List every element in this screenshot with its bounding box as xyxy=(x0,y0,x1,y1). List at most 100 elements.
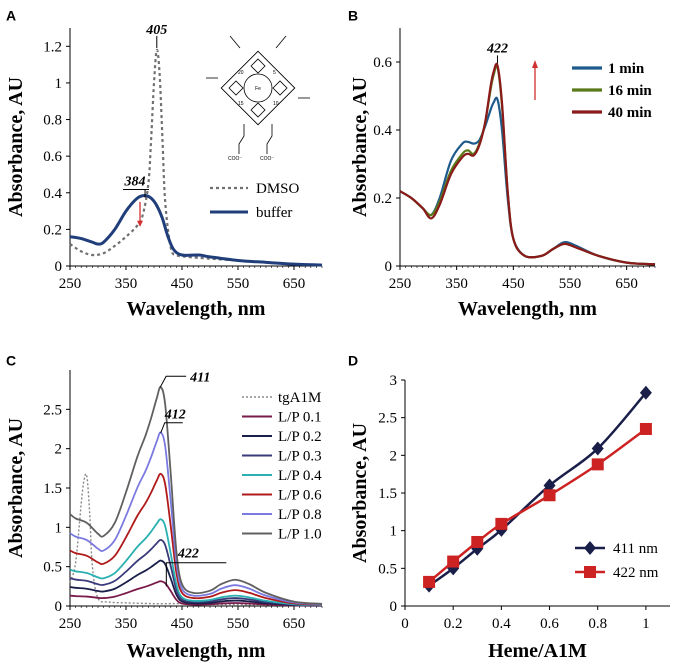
x-tick-label: 450 xyxy=(171,616,194,632)
data-point xyxy=(591,458,604,471)
data-point xyxy=(591,441,604,456)
y-tick-label: 0.8 xyxy=(43,113,62,129)
x-tick-label: 550 xyxy=(227,276,250,292)
y-tick-label: 1 xyxy=(55,76,63,92)
annotation-leader xyxy=(160,422,183,434)
x-axis-title: Wavelength, nm xyxy=(127,298,266,320)
data-point xyxy=(543,478,556,493)
y-tick-label: 0.6 xyxy=(43,149,62,165)
panel-c: 0 0.5 1 1.5 2 2.5 250 350 450 550 650 Absorbance, A… xyxy=(5,352,323,662)
series-line-L/P 0.1 xyxy=(69,580,323,607)
y-tick-label: 1.5 xyxy=(378,486,397,502)
legend-label: L/P 1.0 xyxy=(278,527,322,543)
x-tick-label: 350 xyxy=(115,276,138,292)
legend-label: tgA1M xyxy=(278,390,321,406)
porphyrin-ring xyxy=(220,50,296,126)
x-tick-label: 650 xyxy=(283,616,306,632)
x-tick-label: 650 xyxy=(283,276,306,292)
y-tick-label: 0 xyxy=(385,259,393,275)
heme-structure-inset: Fe 20 5 10 15 COO⁻ COO⁻ xyxy=(206,35,310,162)
legend-label: 16 min xyxy=(608,83,652,99)
y-tick-label: 0 xyxy=(55,599,63,615)
data-point xyxy=(471,535,484,548)
panel-letter: A xyxy=(6,7,16,23)
substituent-bond xyxy=(275,35,287,49)
y-tick-label: 0.5 xyxy=(43,560,62,576)
legend-label: L/P 0.3 xyxy=(278,449,322,465)
position-label: 20 xyxy=(238,70,244,76)
legend-label: 1 min xyxy=(608,61,645,77)
y-tick-label: 1 xyxy=(390,524,398,540)
peak-annotation: 411 xyxy=(189,370,210,385)
series-line-buffer xyxy=(69,194,323,267)
x-tick-label: 550 xyxy=(559,276,582,292)
series-line-L/P 0.3 xyxy=(69,539,323,607)
y-tick-label: 0.5 xyxy=(378,561,397,577)
peak-annotation: 422 xyxy=(177,547,199,562)
legend-label: L/P 0.4 xyxy=(278,468,322,484)
legend-label: buffer xyxy=(256,205,292,221)
y-tick-label: 0.6 xyxy=(373,55,392,71)
panel-letter: B xyxy=(348,7,358,23)
y-tick-label: 2.5 xyxy=(43,402,62,418)
series-line-DMSO xyxy=(69,48,323,267)
peak-annotation: 384 xyxy=(124,175,146,190)
carboxylate-label: COO⁻ xyxy=(228,156,242,162)
y-tick-label: 0 xyxy=(390,599,398,615)
y-tick-label: 3 xyxy=(390,373,398,389)
substituent-bond xyxy=(229,35,241,49)
change-arrow-head xyxy=(137,220,143,227)
y-tick-label: 0.2 xyxy=(373,191,392,207)
x-tick-label: 0.2 xyxy=(444,616,463,632)
legend-label: L/P 0.8 xyxy=(278,507,322,523)
legend-marker xyxy=(584,541,596,555)
panel-d: 0 0.5 1 1.5 2 2.5 3 0 0.2 0.4 0.6 0.8 1 Absorbance, A… xyxy=(348,352,670,662)
series-line-L/P 0.8 xyxy=(69,431,323,606)
peak-annotation: 422 xyxy=(486,41,508,56)
y-axis-title: Absorbance, AU xyxy=(349,77,371,217)
x-tick-label: 0.6 xyxy=(540,616,559,632)
series-line-tgA1M xyxy=(69,473,323,607)
pyrrole-ring xyxy=(272,80,288,96)
carboxylate-label: COO⁻ xyxy=(260,156,274,162)
data-point xyxy=(423,575,436,588)
pyrrole-ring xyxy=(250,102,266,118)
y-tick-label: 0.4 xyxy=(373,123,392,139)
x-axis-title: Heme/A1M xyxy=(488,640,587,662)
y-tick-label: 2 xyxy=(390,448,398,464)
annotation-leader xyxy=(165,562,227,587)
annotation-leader xyxy=(159,375,187,388)
x-axis-title: Wavelength, nm xyxy=(127,640,266,662)
panel-b: 0 0.2 0.4 0.6 250 350 450 550 650 Absorbance, AU W… xyxy=(348,7,656,320)
y-axis-title: Absorbance, AU xyxy=(349,423,371,563)
panel-letter: C xyxy=(6,352,16,368)
y-tick-label: 0.4 xyxy=(43,186,62,202)
x-tick-label: 0.4 xyxy=(492,616,511,632)
x-tick-label: 350 xyxy=(445,276,468,292)
inner-ring xyxy=(243,73,273,103)
peak-annotation: 412 xyxy=(164,408,186,423)
data-point xyxy=(543,489,556,502)
legend-label: DMSO xyxy=(256,181,300,197)
y-tick-label: 2.5 xyxy=(378,411,397,427)
pyrrole-ring xyxy=(250,58,266,74)
legend-marker xyxy=(584,566,596,578)
propionate-chain xyxy=(238,124,245,154)
series-line-40 min xyxy=(399,62,656,266)
x-tick-label: 0.8 xyxy=(588,616,607,632)
change-arrow-head xyxy=(532,60,538,68)
position-label: 10 xyxy=(273,101,279,107)
legend-label: L/P 0.6 xyxy=(278,488,322,504)
x-tick-label: 650 xyxy=(615,276,638,292)
panel-a: 0 0.2 0.4 0.6 0.8 1 1.2 250 350 450 550 650 Absorban… xyxy=(5,7,323,320)
y-tick-label: 1 xyxy=(55,520,63,536)
x-tick-label: 450 xyxy=(502,276,525,292)
y-tick-label: 2 xyxy=(55,442,63,458)
series-line-L/P 1.0 xyxy=(69,386,323,605)
data-point xyxy=(639,422,652,435)
legend-label: L/P 0.1 xyxy=(278,410,322,426)
legend-label: L/P 0.2 xyxy=(278,429,322,445)
legend-label: 411 nm xyxy=(613,541,658,557)
